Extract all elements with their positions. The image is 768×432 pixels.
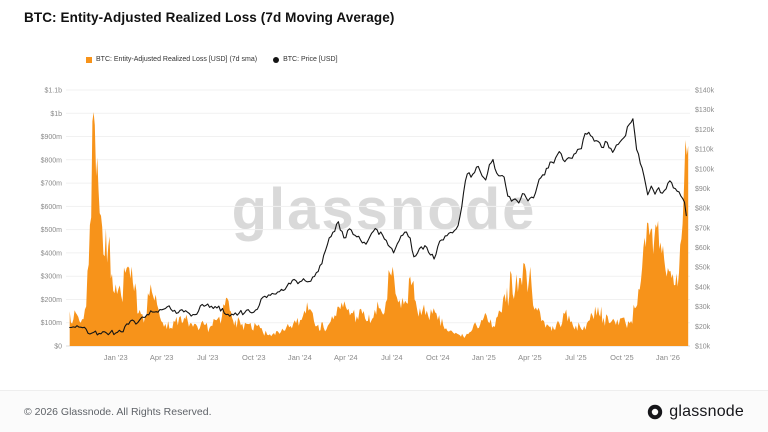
chart-canvas[interactable]: $0 $100m $200m $300m $400m $500m $600m $700m $80… — [0, 80, 768, 380]
left-axis-tick-label: $200m — [41, 297, 63, 304]
left-axis-tick-label: $700m — [41, 181, 63, 188]
x-axis-tick-label: Jul '25 — [565, 353, 586, 362]
x-axis-tick-label: Jan '25 — [472, 353, 496, 362]
x-axis-tick-label: Jan '23 — [104, 353, 128, 362]
x-axis-tick-label: Apr '25 — [518, 353, 542, 362]
right-axis-tick-label: $80k — [695, 206, 711, 213]
x-axis-tick-label: Oct '24 — [426, 353, 450, 362]
right-axis-tick-label: $60k — [695, 245, 711, 252]
x-axis-tick-label: Apr '24 — [334, 353, 358, 362]
right-axis-tick-label: $90k — [695, 186, 711, 193]
right-axis-tick-label: $20k — [695, 324, 711, 331]
right-axis-tick-label: $120k — [695, 127, 715, 134]
chart-legend: BTC: Entity-Adjusted Realized Loss [USD]… — [86, 56, 338, 63]
legend-swatch-realized-loss — [86, 56, 92, 63]
right-axis-tick-label: $70k — [695, 225, 711, 232]
x-axis-tick-label: Apr '23 — [150, 353, 174, 362]
left-axis-tick-label: $400m — [41, 250, 63, 257]
right-axis-tick-label: $50k — [695, 265, 711, 272]
x-axis-tick-label: Oct '25 — [610, 353, 634, 362]
footer: © 2026 Glassnode. All Rights Reserved. g… — [0, 390, 768, 432]
left-axis-tick-label: $100m — [41, 320, 63, 327]
legend-label-price: BTC: Price [USD] — [283, 56, 338, 63]
right-axis-tick-label: $140k — [695, 88, 715, 95]
legend-swatch-price — [273, 56, 280, 63]
left-axis-tick-label: $800m — [41, 157, 63, 164]
x-axis-tick-label: Jul '24 — [381, 353, 402, 362]
left-axis-tick-label: $500m — [41, 227, 63, 234]
legend-label-realized-loss: BTC: Entity-Adjusted Realized Loss [USD]… — [96, 56, 258, 63]
glassnode-brand-text: glassnode — [669, 402, 744, 420]
left-axis-tick-label: $900m — [41, 134, 63, 141]
glassnode-logo-icon — [648, 404, 663, 419]
left-axis-tick-label: $300m — [41, 274, 63, 281]
right-axis-tick-label: $10k — [695, 344, 711, 351]
realized-loss-area-series — [69, 112, 689, 346]
x-axis-tick-label: Oct '23 — [242, 353, 266, 362]
right-axis-tick-label: $110k — [695, 147, 714, 154]
chart-area: glassnode $0 $100m $200m $300m $400m $500m $60… — [0, 80, 768, 380]
copyright-text: © 2026 Glassnode. All Rights Reserved. — [24, 405, 212, 418]
right-axis-tick-label: $30k — [695, 304, 711, 311]
x-axis-tick-label: Jan '24 — [288, 353, 312, 362]
right-axis-tick-label: $130k — [695, 107, 715, 114]
btc-price-line-series — [69, 118, 687, 336]
left-axis-tick-label: $0 — [54, 344, 62, 351]
right-axis-tick-label: $40k — [695, 284, 711, 291]
x-axis-tick-label: Jul '23 — [197, 353, 218, 362]
left-axis-tick-label: $600m — [41, 204, 63, 211]
left-axis-tick-label: $1.1b — [44, 88, 62, 95]
chart-title: BTC: Entity-Adjusted Realized Loss (7d M… — [24, 10, 395, 25]
glassnode-brand[interactable]: glassnode — [647, 403, 744, 421]
x-axis-tick-label: Jan '26 — [656, 353, 680, 362]
left-axis-tick-label: $1b — [50, 111, 62, 118]
legend-item-realized-loss[interactable]: BTC: Entity-Adjusted Realized Loss [USD]… — [86, 56, 257, 63]
right-axis-tick-label: $100k — [695, 166, 715, 173]
legend-item-price[interactable]: BTC: Price [USD] — [273, 56, 338, 63]
